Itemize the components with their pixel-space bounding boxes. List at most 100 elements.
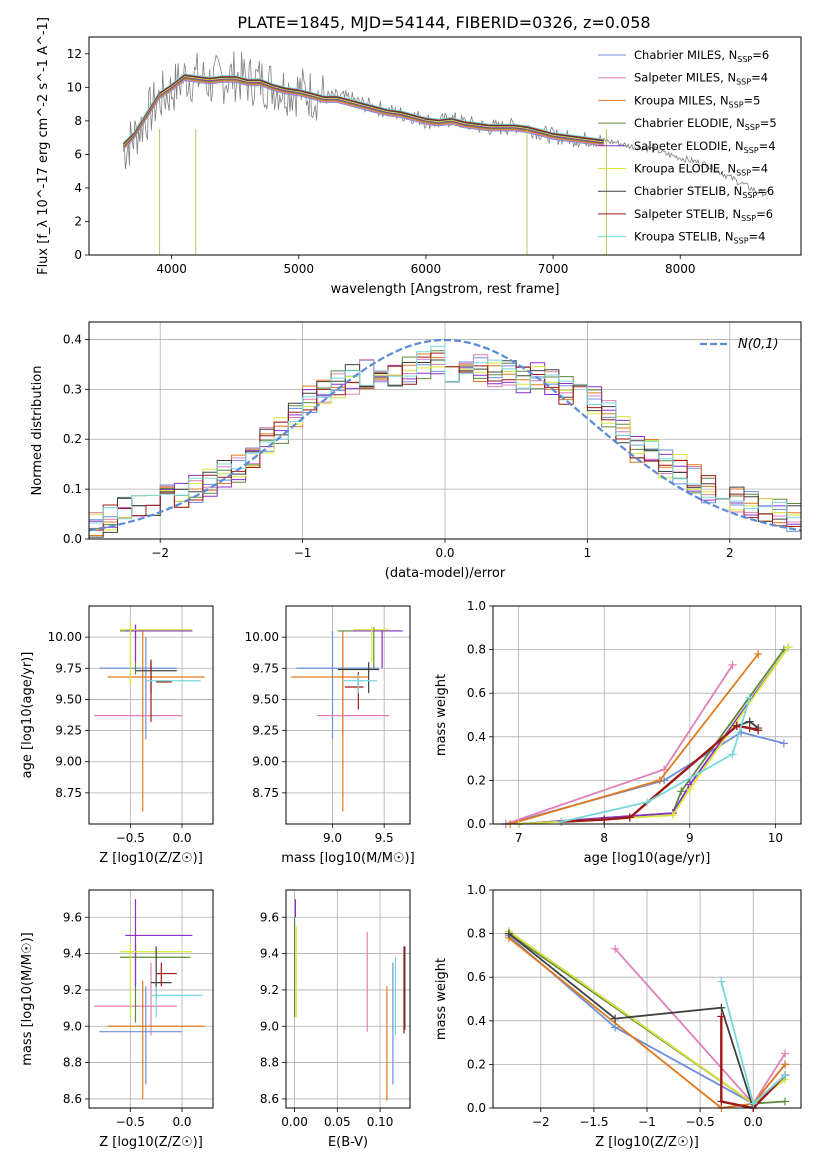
legend-count: =6 [756, 207, 773, 221]
x-tick-label: −1 [294, 546, 312, 560]
legend-sub: SSP [737, 55, 752, 64]
mass-weight-marker [754, 726, 763, 735]
y-tick-label: 9.4 [260, 947, 279, 961]
x-tick-label: 0.0 [435, 546, 454, 560]
mass-weight-marker [784, 643, 793, 652]
legend-count: =5 [760, 116, 777, 130]
y-tick-label: 9.6 [260, 910, 279, 924]
mass-weight-marker [660, 765, 669, 774]
y-tick-label: 9.50 [252, 692, 279, 706]
model-spectrum-8 [122, 73, 604, 143]
y-tick-label: 0.0 [467, 1101, 486, 1115]
y-tick-label: 8.75 [252, 786, 279, 800]
x-tick-label: 8000 [665, 262, 696, 276]
x-tick-label: 7000 [538, 262, 569, 276]
y-tick-label: 8.8 [63, 1056, 82, 1070]
y-tick-label: 9.00 [55, 755, 82, 769]
legend-label-5: Kroupa ELODIE, NSSP=4 [634, 162, 768, 178]
y-tick-label: 9.0 [260, 1019, 279, 1033]
mass-weight-marker [677, 787, 686, 796]
y-tick-label: 0 [74, 248, 82, 262]
mass-weight-line-7 [720, 1016, 786, 1108]
y-tick-label: 0.2 [467, 773, 486, 787]
x-tick-label: 9 [686, 831, 694, 845]
y-tick-label: 8.8 [260, 1056, 279, 1070]
mass-weight-marker [717, 1097, 726, 1106]
mass-weight-marker [611, 1023, 620, 1032]
legend-count: =6 [752, 48, 769, 62]
x-axis-label: age [log10(age/yr)] [584, 851, 711, 866]
mass-weight-marker [745, 724, 754, 733]
x-tick-label: −0.5 [116, 1115, 145, 1129]
x-axis-label: mass [log10(M/M☉)] [281, 851, 414, 866]
model-spectrum-0 [122, 80, 604, 150]
axes-frame [492, 889, 802, 1109]
x-axis-label: wavelength [Angstrom, rest frame] [331, 282, 560, 297]
gaussian-curve [88, 338, 802, 532]
y-tick-label: 0.6 [467, 686, 486, 700]
axes-frame [88, 321, 802, 540]
model-spectrum-4 [122, 76, 604, 147]
y-tick-label: 9.75 [252, 661, 279, 675]
y-tick-label: 9.2 [260, 983, 279, 997]
x-tick-label: 0.0 [172, 831, 191, 845]
mass-weight-marker [781, 1097, 790, 1106]
legend-label-0: Chabrier MILES, NSSP=6 [634, 48, 769, 64]
y-axis-label: age [log10(age/yr)] [20, 652, 35, 779]
model-spectrum-7 [122, 74, 604, 144]
y-tick-label: 10 [67, 80, 82, 94]
y-tick-label: 8.75 [55, 786, 82, 800]
axes-frame [88, 889, 214, 1109]
legend-label-2: Kroupa MILES, NSSP=5 [634, 93, 760, 109]
model-spectrum-3 [122, 77, 604, 148]
mass-weight-marker [732, 721, 741, 730]
legend-sub: SSP [742, 191, 757, 200]
mass-weight-marker [717, 977, 726, 986]
legend-label-6: Chabrier STELIB, NSSP=6 [634, 184, 774, 200]
y-tick-label: 8.6 [63, 1092, 82, 1106]
mass-weight-marker [749, 1099, 758, 1108]
axes-frame [285, 605, 411, 825]
y-axis-label: mass weight [434, 674, 449, 756]
panel-age_vs_mass: 9.0 9.5 8.75 9.00 9.25 9.50 9.75 10.00 mass [log… [245, 605, 415, 866]
legend-sub: SSP [745, 123, 760, 132]
axes-frame [285, 889, 411, 1109]
y-tick-label: 0.2 [467, 1057, 486, 1071]
mass-weight-marker [745, 693, 754, 702]
panel-mw_vs_z: −2 −1.5 −1 −0.5 0.0 0.0 0.2 0.4 0.6 0.8 1.0 Z [log1… [434, 883, 802, 1150]
y-tick-label: 0.0 [63, 532, 82, 546]
x-tick-label: 7 [515, 831, 523, 845]
legend-sub: SSP [734, 237, 749, 246]
mass-weight-marker [781, 1071, 790, 1080]
legend-count: =4 [751, 71, 768, 85]
mass-weight-marker [728, 660, 737, 669]
panel-mw_vs_age: 7 8 9 10 0.0 0.2 0.4 0.6 0.8 1.0 age [log10(age/yr… [434, 599, 802, 866]
x-axis-label: Z [log10(Z/Z☉)] [99, 851, 203, 866]
model-spectrum-1 [122, 79, 604, 149]
y-tick-label: 9.25 [55, 724, 82, 738]
figure-title: PLATE=1845, MJD=54144, FIBERID=0326, z=0… [237, 13, 650, 32]
x-tick-label: 10 [768, 831, 783, 845]
legend-sub: SSP [741, 214, 756, 223]
y-tick-label: 9.50 [55, 692, 82, 706]
y-tick-label: 0.2 [63, 432, 82, 446]
y-tick-label: 9.2 [63, 983, 82, 997]
legend-label-4: Salpeter ELODIE, NSSP=4 [634, 139, 776, 155]
panel-spectrum: 4000 5000 6000 7000 8000 0 2 4 6 8 10 12 wavelength … [36, 17, 802, 297]
mass-weight-marker [754, 649, 763, 658]
legend-label-8: Kroupa STELIB, NSSP=4 [634, 230, 765, 246]
mass-weight-marker [717, 1012, 726, 1021]
y-tick-label: 0.1 [63, 482, 82, 496]
y-tick-label: 0.8 [467, 927, 486, 941]
legend-sub: SSP [744, 146, 759, 155]
legend-sub: SSP [736, 169, 751, 178]
y-tick-label: 12 [67, 47, 82, 61]
y-tick-label: 9.0 [63, 1019, 82, 1033]
x-tick-label: −0.5 [686, 1115, 715, 1129]
mass-weight-marker [717, 1003, 726, 1012]
panel-mass_vs_ebv: 0.00 0.05 0.10 8.6 8.8 9.0 9.2 9.4 9.6 E(B-V) [260, 889, 411, 1150]
legend-count: =5 [744, 93, 761, 107]
y-axis-label: Flux [f_λ 10^-17 erg cm^-2 s^-1 A^-1] [36, 17, 51, 275]
mass-weight-marker [625, 813, 634, 822]
x-tick-label: 0.00 [281, 1115, 308, 1129]
